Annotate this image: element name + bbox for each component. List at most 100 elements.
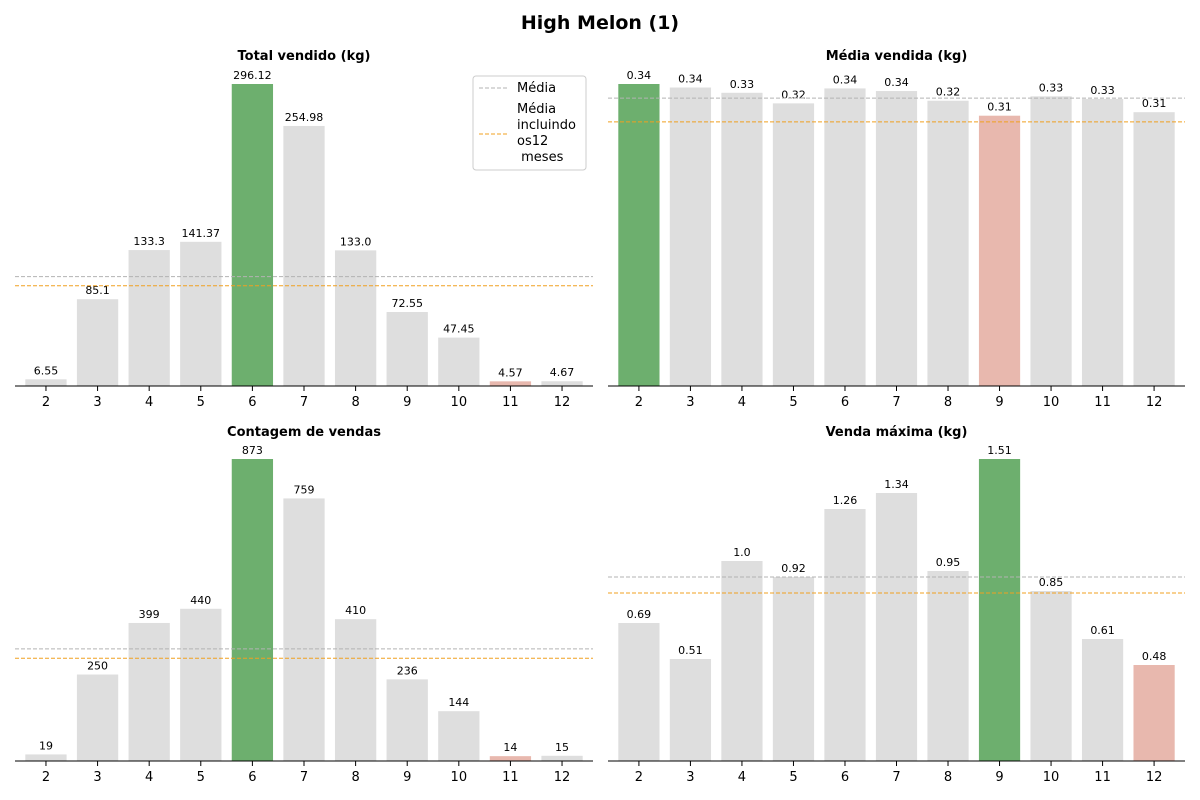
bar [772,103,815,386]
data-label: 0.33 [1090,84,1115,97]
x-tick-label: 5 [789,395,797,410]
bar [128,250,170,386]
legend-entry-line: Média [517,102,556,117]
data-label: 250 [87,660,108,673]
legend-entry-line: incluindo [517,118,576,133]
x-tick-label: 2 [42,770,50,785]
chart-panel-2: Média vendida (kg) 0.34 2 0.34 3 0.33 4 0.32 5 0.… [608,49,1185,410]
bar [25,754,67,761]
x-tick-label: 12 [554,395,571,410]
bar [772,577,815,761]
data-label: 0.32 [781,88,806,101]
legend-entry-mean-all: Média incluindo os12 meses [517,102,576,165]
bar [334,250,377,386]
chart-title: Total vendido (kg) [238,49,371,64]
bar [824,509,866,761]
data-label: 399 [139,608,160,621]
x-tick-label: 3 [93,770,101,785]
chart-panel-4: Venda máxima (kg) 0.69 2 0.51 3 1.0 4 0.92 5 1.26… [608,425,1185,785]
bar [927,571,969,761]
chart-title: Contagem de vendas [227,425,381,440]
x-tick-label: 9 [995,770,1003,785]
bar [1030,96,1072,386]
x-tick-label: 9 [995,395,1003,410]
data-label: 14 [503,741,517,754]
data-label: 1.26 [833,494,858,507]
figure-title: High Melon (1) [520,12,680,34]
data-label: 0.85 [1039,576,1064,589]
x-tick-label: 7 [892,395,900,410]
x-tick-label: 6 [841,395,849,410]
x-tick-label: 7 [300,770,308,785]
data-label: 141.37 [182,227,221,240]
legend-entry-line: os12 [517,134,548,149]
bar [25,379,67,386]
bar [489,756,532,761]
x-tick-label: 7 [300,395,308,410]
data-label: 0.92 [781,562,806,575]
x-tick-label: 10 [451,395,468,410]
data-label: 0.69 [627,608,652,621]
data-label: 1.34 [884,478,909,491]
data-label: 254.98 [285,111,324,124]
bar [489,381,532,386]
x-tick-label: 3 [93,395,101,410]
x-tick-label: 9 [403,770,411,785]
x-tick-label: 3 [686,395,694,410]
data-label: 19 [39,739,53,752]
x-tick-label: 2 [635,395,643,410]
x-tick-label: 7 [892,770,900,785]
bar [1133,112,1175,386]
x-tick-label: 11 [1094,770,1111,785]
bar [875,493,918,761]
x-tick-label: 3 [686,770,694,785]
x-tick-label: 4 [145,395,153,410]
bar [1081,98,1124,387]
data-label: 1.0 [733,546,751,559]
data-label: 236 [397,664,418,677]
bar [541,755,583,761]
bar [824,88,866,386]
bar [541,381,583,386]
x-tick-label: 11 [1094,395,1111,410]
data-label: 410 [345,604,366,617]
data-label: 0.33 [730,78,755,91]
data-label: 440 [190,594,211,607]
data-label: 15 [555,741,569,754]
x-tick-label: 10 [1043,395,1060,410]
bar [438,711,480,761]
bar [1030,591,1072,761]
data-label: 0.51 [678,644,703,657]
data-label: 85.1 [85,284,110,297]
x-tick-label: 12 [554,770,571,785]
bar [386,679,428,761]
x-tick-label: 5 [197,770,205,785]
bar [386,312,428,386]
chart-title: Média vendida (kg) [826,49,968,64]
bar [875,91,918,386]
data-label: 0.61 [1090,624,1115,637]
data-label: 72.55 [391,297,423,310]
data-label: 133.3 [133,235,165,248]
data-label: 4.67 [550,366,575,379]
x-tick-label: 11 [502,770,519,785]
data-label: 0.34 [627,69,652,82]
bar [334,619,377,761]
bar [1133,665,1175,761]
data-label: 133.0 [340,235,372,248]
x-tick-label: 4 [738,395,746,410]
x-tick-label: 9 [403,395,411,410]
data-label: 759 [294,483,315,496]
data-label: 873 [242,444,263,457]
x-tick-label: 4 [145,770,153,785]
data-label: 296.12 [233,69,272,82]
bar [180,241,222,386]
bar [618,84,660,386]
data-label: 0.95 [936,556,961,569]
x-tick-label: 5 [197,395,205,410]
bar [721,92,763,387]
data-label: 0.48 [1142,650,1167,663]
bar [669,659,712,761]
